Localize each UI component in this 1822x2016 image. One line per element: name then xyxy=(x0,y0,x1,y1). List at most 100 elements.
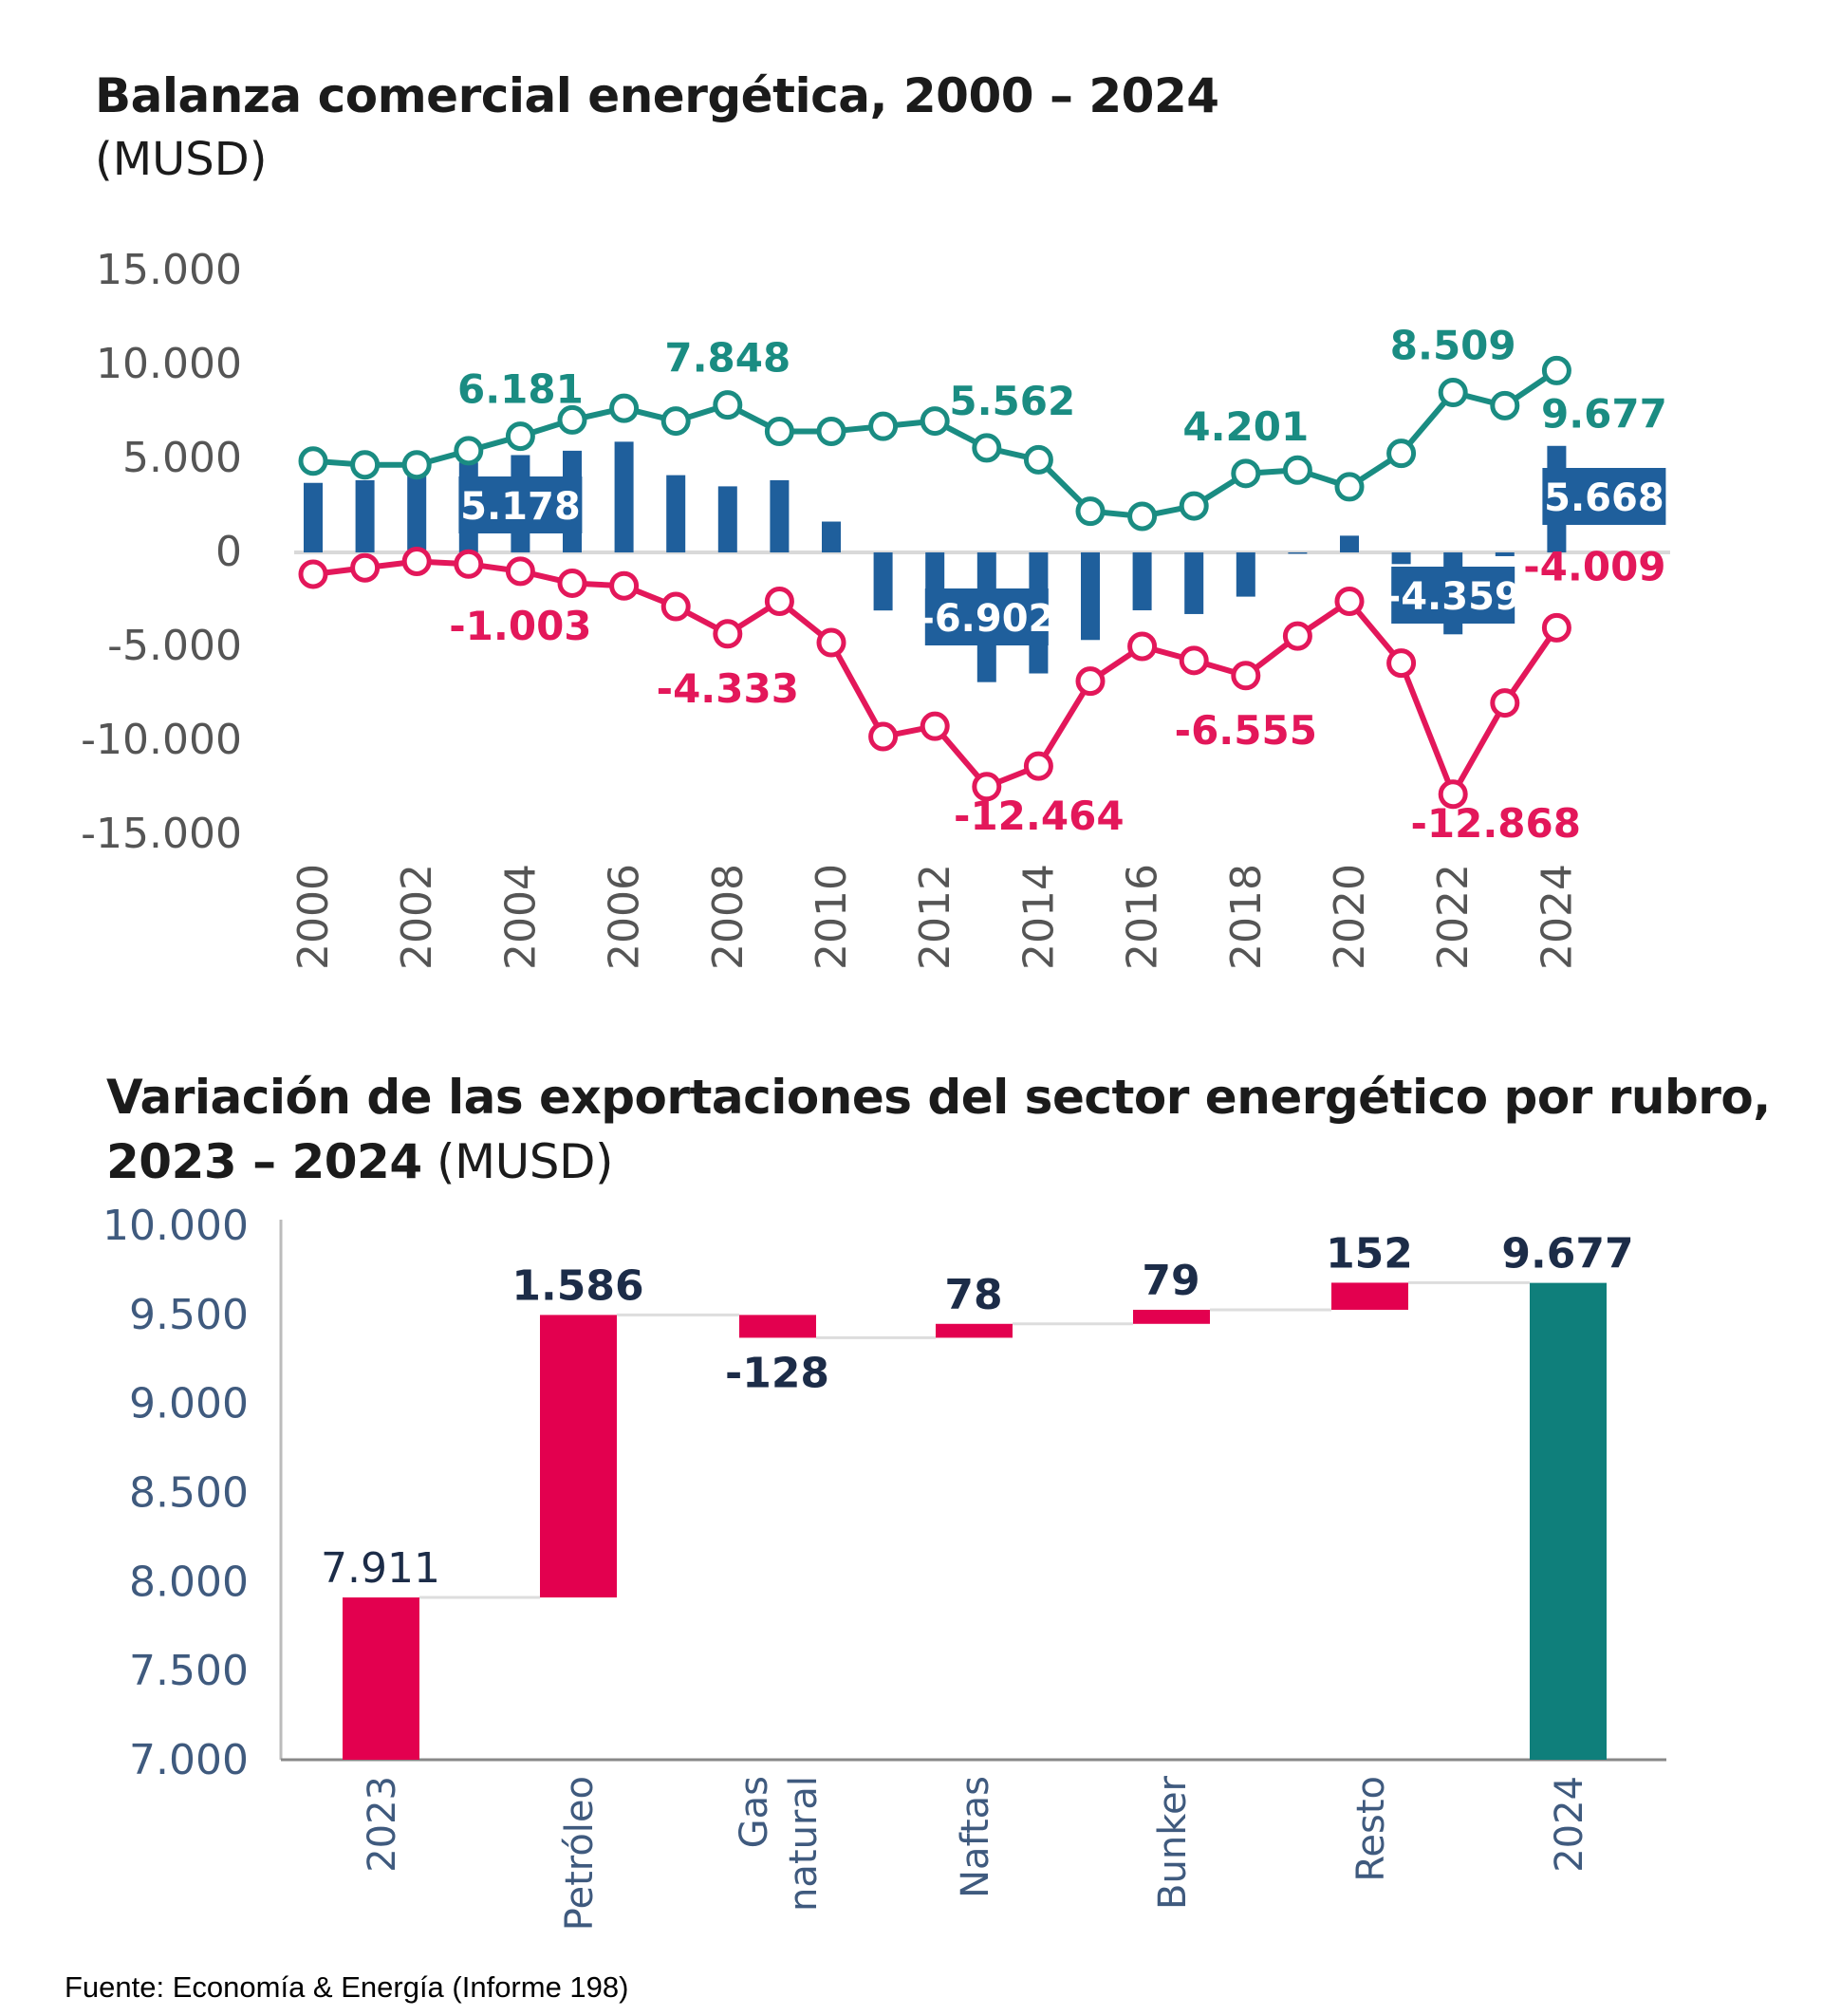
y-tick-label: 15.000 xyxy=(96,246,242,294)
exports-data-label: 6.181 xyxy=(457,366,584,413)
x-tick-label: 2000 xyxy=(289,864,338,970)
exports-point xyxy=(920,406,950,437)
chart2-title-line1: Variación de las exportaciones del secto… xyxy=(106,1070,1771,1125)
imports-point xyxy=(609,570,640,601)
x-tick-label: 2010 xyxy=(808,864,856,970)
imports-point xyxy=(401,547,432,577)
exports-point xyxy=(972,433,1002,463)
balance-data-label: 5.178 xyxy=(460,485,581,529)
balance-bar xyxy=(1081,552,1100,641)
imports-point xyxy=(1282,621,1312,651)
y-tick-label: -10.000 xyxy=(81,716,242,764)
exports-point xyxy=(660,406,691,437)
imports-data-label: -12.868 xyxy=(1410,800,1581,847)
y-tick-label: -15.000 xyxy=(81,810,242,858)
balance-bar xyxy=(925,552,945,595)
exports-point xyxy=(1023,444,1053,475)
x-tick-label: 2004 xyxy=(496,864,545,970)
imports-point xyxy=(1231,661,1261,691)
balance-bar xyxy=(666,475,686,552)
balance-bar xyxy=(1391,552,1411,565)
exports-point xyxy=(1490,390,1520,420)
exports-point xyxy=(401,450,432,480)
exports-point xyxy=(1231,458,1261,489)
imports-data-label: -1.003 xyxy=(449,603,591,649)
exports-point xyxy=(1075,496,1106,527)
waterfall-bar xyxy=(1133,1309,1210,1324)
balance-bar xyxy=(407,474,427,552)
waterfall-bar xyxy=(1331,1282,1408,1310)
x-tick-label: 2022 xyxy=(1429,864,1478,970)
balance-bar xyxy=(822,521,841,552)
exports-point xyxy=(1282,455,1312,485)
exports-data-label: 9.677 xyxy=(1541,390,1667,437)
imports-point xyxy=(1075,666,1106,697)
x-tick-label: 2014 xyxy=(1014,864,1063,970)
exports-data-label: 4.201 xyxy=(1182,403,1309,450)
balance-bar xyxy=(717,486,737,552)
imports-point xyxy=(1334,586,1365,616)
x-tick-label: 2002 xyxy=(393,864,441,970)
category-label: 2023 xyxy=(361,1776,404,1873)
y-tick-label: 8.000 xyxy=(129,1558,249,1606)
source-note: Fuente: Economía & Energía (Informe 198) xyxy=(65,1970,629,2004)
x-tick-label: 2016 xyxy=(1119,864,1167,970)
balance-label-box xyxy=(1391,567,1515,624)
x-tick-label: 2008 xyxy=(704,864,753,970)
y-tick-label: 9.000 xyxy=(129,1380,249,1428)
balance-bar xyxy=(1132,552,1152,610)
balance-bar xyxy=(355,479,375,552)
imports-data-label: -6.555 xyxy=(1175,707,1317,754)
exports-point xyxy=(868,411,899,441)
exports-point xyxy=(350,450,381,480)
imports-point xyxy=(557,568,587,598)
waterfall-value-label: 152 xyxy=(1326,1229,1413,1278)
imports-point xyxy=(764,586,794,616)
imports-point xyxy=(454,549,484,579)
waterfall-value-label: -128 xyxy=(725,1349,829,1397)
exports-point xyxy=(1127,501,1158,532)
imports-point xyxy=(868,721,899,752)
chart2-title-line2: 2023 – 2024 xyxy=(106,1134,422,1189)
exports-point xyxy=(505,421,535,452)
imports-point xyxy=(350,552,381,583)
waterfall-bar xyxy=(540,1315,617,1598)
exports-data-label: 8.509 xyxy=(1390,323,1516,369)
category-label: Petróleo xyxy=(558,1776,602,1931)
balance-data-label: -6.902 xyxy=(919,597,1054,641)
imports-point xyxy=(298,559,328,589)
balance-bar xyxy=(1495,552,1515,556)
chart1-title: Balanza comercial energética, 2000 – 202… xyxy=(95,68,1219,123)
imports-point xyxy=(660,591,691,622)
balance-bar xyxy=(1184,552,1204,614)
y-tick-label: 0 xyxy=(215,528,242,576)
x-tick-label: 2006 xyxy=(601,864,649,970)
waterfall-value-label: 1.586 xyxy=(511,1261,643,1310)
waterfall-bar xyxy=(343,1597,419,1760)
category-label: natural xyxy=(782,1776,826,1912)
balance-data-label: -4.359 xyxy=(1385,575,1521,619)
x-tick-label: 2012 xyxy=(911,864,959,970)
y-tick-label: 8.500 xyxy=(129,1469,249,1518)
balance-bar xyxy=(873,552,893,611)
imports-point xyxy=(1438,779,1468,810)
y-tick-label: 7.500 xyxy=(129,1647,249,1695)
exports-point xyxy=(298,446,328,476)
waterfall-value-label: 78 xyxy=(944,1271,1002,1319)
category-label: Gas xyxy=(733,1776,776,1848)
balance-bar xyxy=(1236,552,1255,597)
exports-point xyxy=(1334,472,1365,502)
imports-point xyxy=(1386,648,1417,679)
imports-point xyxy=(816,627,846,658)
imports-data-label: -4.009 xyxy=(1523,543,1665,589)
y-tick-label: -5.000 xyxy=(107,622,242,670)
exports-point xyxy=(1386,439,1417,469)
chart2-title-unit: (MUSD) xyxy=(421,1134,614,1189)
imports-point xyxy=(713,619,743,649)
imports-point xyxy=(972,772,1002,802)
x-tick-label: 2020 xyxy=(1326,864,1374,970)
exports-point xyxy=(713,390,743,420)
y-tick-label: 10.000 xyxy=(102,1202,249,1250)
imports-point xyxy=(1179,645,1209,676)
waterfall-value-label: 7.911 xyxy=(321,1544,440,1593)
